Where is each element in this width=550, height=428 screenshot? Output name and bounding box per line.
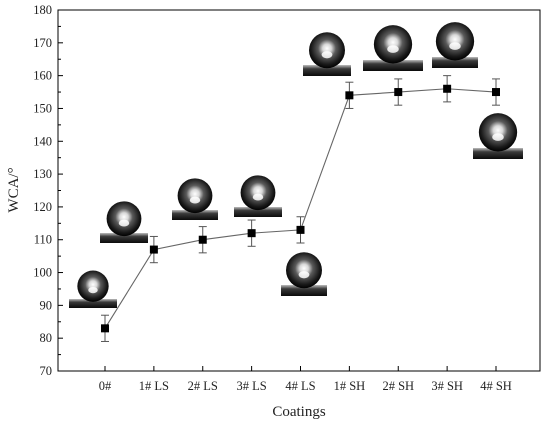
x-tick-label: 1# LS xyxy=(139,379,169,393)
y-tick-label: 160 xyxy=(33,69,52,83)
x-tick-label: 2# SH xyxy=(382,379,414,393)
data-point xyxy=(492,88,500,97)
y-tick-label: 110 xyxy=(34,233,52,247)
droplet-photo-layer xyxy=(69,22,523,308)
error-bars xyxy=(101,75,500,342)
y-axis-title: WCA/° xyxy=(6,167,22,212)
data-points xyxy=(101,84,500,333)
y-tick-label: 90 xyxy=(40,298,53,312)
y-tick-label: 180 xyxy=(33,3,52,17)
x-tick-label: 1# SH xyxy=(334,379,366,393)
data-point xyxy=(394,88,403,97)
droplet-photo xyxy=(363,25,423,71)
droplet-photo xyxy=(303,32,351,76)
y-tick-label: 120 xyxy=(33,200,52,214)
data-point xyxy=(296,225,305,234)
data-point xyxy=(198,235,207,244)
x-axis-title: Coatings xyxy=(272,404,325,420)
y-tick-label: 70 xyxy=(40,364,53,378)
droplet-photo xyxy=(473,113,523,159)
x-tick-label: 3# SH xyxy=(431,379,463,393)
axis-ticks: 70 80 90 100 110 120 130 140 150 160 170 180 0# 1# LS… xyxy=(33,3,512,393)
data-point xyxy=(149,245,158,254)
x-tick-label: 4# SH xyxy=(480,379,512,393)
y-tick-label: 80 xyxy=(40,331,53,345)
x-tick-label: 2# LS xyxy=(188,379,218,393)
droplet-photo xyxy=(432,22,478,68)
data-point xyxy=(247,229,256,238)
y-tick-label: 170 xyxy=(33,36,52,50)
droplet-photo xyxy=(69,270,117,308)
droplet-photo xyxy=(100,201,148,243)
x-tick-label: 4# LS xyxy=(285,379,315,393)
droplet-photo xyxy=(281,252,327,296)
y-tick-label: 130 xyxy=(33,167,52,181)
data-point xyxy=(345,91,354,100)
x-tick-label: 0# xyxy=(99,379,112,393)
droplet-photo xyxy=(172,178,218,220)
x-tick-label: 3# LS xyxy=(237,379,267,393)
y-tick-label: 150 xyxy=(33,101,52,115)
data-point xyxy=(101,324,109,333)
droplet-photo xyxy=(234,175,282,217)
data-point xyxy=(443,84,452,93)
y-tick-label: 140 xyxy=(33,134,52,148)
y-tick-label: 100 xyxy=(33,266,52,280)
